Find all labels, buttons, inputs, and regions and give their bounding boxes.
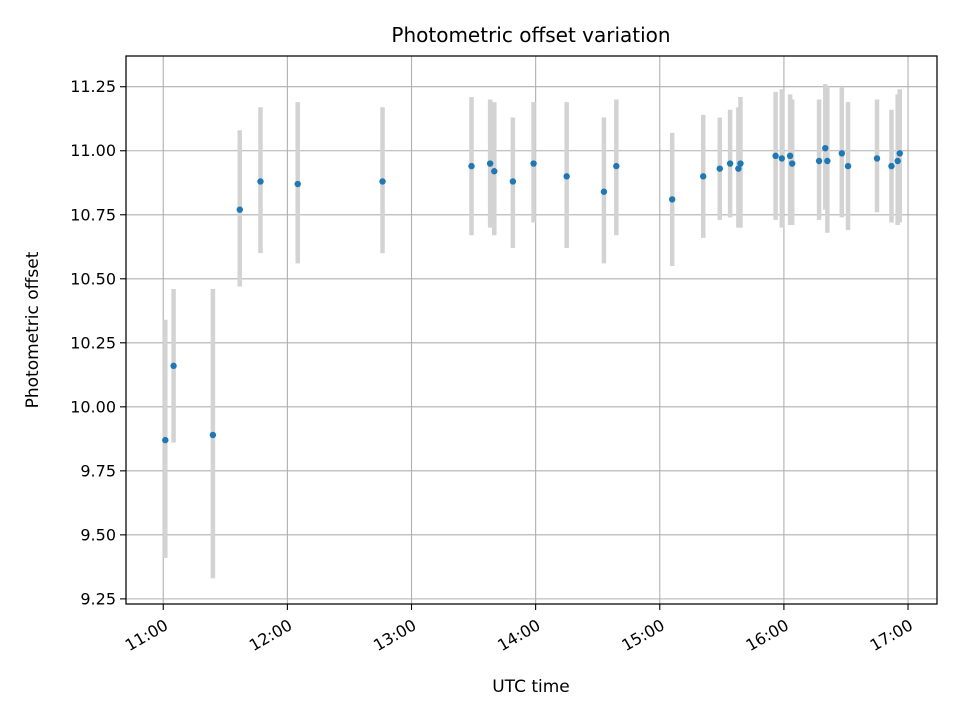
data-point	[600, 188, 608, 195]
data-point	[209, 431, 217, 439]
y-axis-label: Photometric offset	[23, 251, 43, 408]
data-point	[668, 196, 676, 203]
y-tick-label: 9.75	[80, 461, 116, 480]
data-point	[468, 162, 475, 170]
data-point	[815, 157, 823, 165]
data-point	[894, 157, 901, 165]
data-point	[772, 152, 779, 160]
data-point	[788, 160, 796, 167]
data-point	[162, 436, 169, 444]
data-point	[491, 168, 498, 175]
y-axis-ticks: 9.25 9.50 9.75 10.00 10.25 10.50 10.75 11.00 11.…	[70, 77, 126, 608]
data-point	[873, 155, 881, 162]
y-tick-label: 9.50	[80, 525, 116, 544]
chart-title: Photometric offset variation	[391, 23, 670, 47]
y-tick-label: 10.50	[70, 269, 116, 288]
data-point	[822, 144, 829, 152]
y-tick-label: 11.25	[70, 77, 116, 96]
y-tick-label: 10.25	[70, 333, 116, 352]
data-point	[786, 152, 794, 160]
data-point	[735, 165, 742, 172]
y-tick-label: 9.25	[80, 589, 116, 608]
data-point	[563, 173, 570, 180]
data-point	[844, 162, 852, 170]
data-point	[896, 150, 903, 157]
data-point	[888, 162, 895, 170]
data-point	[509, 178, 517, 185]
data-point	[236, 206, 243, 213]
y-tick-label: 10.75	[70, 205, 116, 224]
data-point	[716, 165, 723, 172]
x-axis-label: UTC time	[492, 677, 570, 697]
y-tick-label: 10.00	[70, 397, 116, 416]
data-point	[778, 155, 786, 162]
data-point	[838, 150, 846, 157]
data-point	[294, 180, 301, 188]
data-point	[824, 157, 831, 165]
data-point	[726, 160, 734, 167]
data-point	[700, 173, 707, 180]
data-points	[162, 144, 903, 444]
y-tick-label: 11.00	[70, 141, 116, 160]
data-point	[379, 178, 386, 185]
data-point	[257, 178, 264, 185]
data-point	[486, 160, 494, 167]
data-point	[613, 162, 620, 170]
data-point	[530, 160, 537, 167]
plot-frame	[125, 55, 938, 605]
data-point	[737, 160, 744, 167]
data-point	[170, 362, 177, 370]
